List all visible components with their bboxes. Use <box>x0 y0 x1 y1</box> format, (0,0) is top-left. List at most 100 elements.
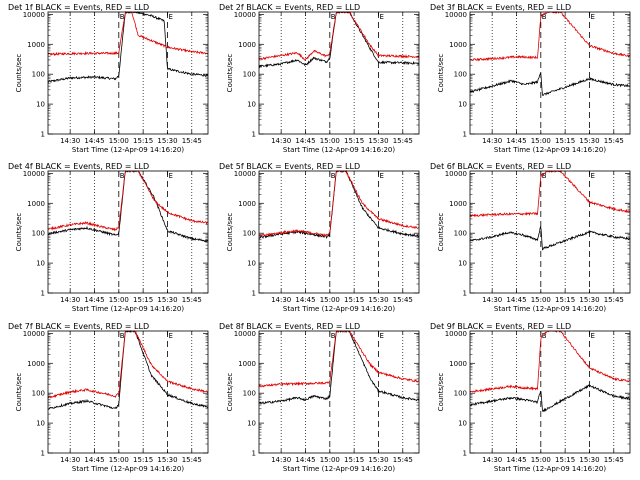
x-tick-label: 15:00 <box>320 296 340 304</box>
x-tick-label: 14:30 <box>271 456 291 464</box>
x-axis-label: Start Time (12-Apr-09 14:16:20) <box>494 146 606 154</box>
interval-marker-label: B <box>542 172 547 180</box>
x-tick-label: 15:45 <box>393 296 413 304</box>
y-tick-label: 1 <box>41 290 45 298</box>
x-tick-label: 14:30 <box>60 456 80 464</box>
x-tick-label: 15:15 <box>344 296 364 304</box>
x-tick-label: 14:30 <box>482 137 502 145</box>
x-tick-label: 14:30 <box>482 296 502 304</box>
x-tick-label: 15:15 <box>555 456 575 464</box>
y-tick-label: 100 <box>243 390 256 398</box>
interval-marker-label: B <box>120 13 125 21</box>
interval-marker-label: B <box>331 332 336 340</box>
events-series-line <box>258 11 419 69</box>
interval-marker-label: B <box>331 13 336 21</box>
lld-series-line <box>469 169 631 218</box>
plot-title: Det 1f BLACK = Events, RED = LLD <box>8 3 149 12</box>
x-tick-label: 14:45 <box>506 137 526 145</box>
interval-marker-label: E <box>168 172 172 180</box>
events-series-line <box>47 330 209 410</box>
events-series-line <box>469 72 631 96</box>
plot-frame <box>469 170 631 294</box>
x-tick-label: 15:00 <box>531 296 551 304</box>
events-series-line <box>47 11 209 84</box>
lld-series-line <box>469 11 631 62</box>
x-axis-label: Start Time (12-Apr-09 14:16:20) <box>72 465 184 473</box>
events-series-line <box>258 170 420 239</box>
y-tick-label: 1 <box>252 131 256 139</box>
interval-marker-label: B <box>542 13 547 21</box>
plot-title: Det 3f BLACK = Events, RED = LLD <box>430 3 571 12</box>
y-tick-label: 1000 <box>449 200 467 208</box>
plot-frame <box>469 330 631 454</box>
x-axis-label: Start Time (12-Apr-09 14:16:20) <box>72 305 184 313</box>
y-tick-label: 1000 <box>238 41 256 49</box>
x-tick-label: 14:45 <box>506 456 526 464</box>
plot-frame <box>47 170 209 294</box>
x-axis-label: Start Time (12-Apr-09 14:16:20) <box>283 146 395 154</box>
y-tick-label: 10 <box>247 101 256 109</box>
x-tick-label: 15:30 <box>579 296 599 304</box>
x-tick-label: 14:45 <box>84 137 104 145</box>
y-tick-label: 10 <box>458 101 467 109</box>
events-series-line <box>47 170 209 243</box>
x-tick-label: 15:15 <box>344 137 364 145</box>
x-tick-label: 15:45 <box>182 137 202 145</box>
x-tick-label: 15:30 <box>157 296 177 304</box>
plot-title: Det 6f BLACK = Events, RED = LLD <box>430 162 571 171</box>
y-axis-label: Counts/sec <box>15 373 23 412</box>
x-tick-label: 14:45 <box>295 296 315 304</box>
y-tick-label: 10000 <box>234 11 256 19</box>
events-series-line <box>469 226 631 251</box>
plot-title: Det 5f BLACK = Events, RED = LLD <box>219 162 360 171</box>
x-tick-label: 15:45 <box>604 137 624 145</box>
plot-title: Det 2f BLACK = Events, RED = LLD <box>219 3 360 12</box>
y-tick-label: 1 <box>463 290 467 298</box>
x-tick-label: 14:45 <box>506 296 526 304</box>
interval-marker-label: E <box>379 172 383 180</box>
y-tick-label: 10 <box>458 420 467 428</box>
interval-marker-label: B <box>120 172 125 180</box>
x-tick-label: 15:15 <box>133 456 153 464</box>
y-tick-label: 10000 <box>234 170 256 178</box>
y-tick-label: 100 <box>32 230 45 238</box>
x-tick-label: 15:45 <box>182 296 202 304</box>
x-tick-label: 14:30 <box>60 296 80 304</box>
x-tick-label: 15:30 <box>368 137 388 145</box>
x-tick-label: 14:45 <box>295 137 315 145</box>
plot-frame <box>469 11 631 135</box>
lld-series-line <box>259 11 420 61</box>
plot-title: Det 8f BLACK = Events, RED = LLD <box>219 322 360 331</box>
y-tick-label: 1 <box>463 131 467 139</box>
x-tick-label: 15:00 <box>109 456 129 464</box>
x-tick-label: 15:30 <box>368 296 388 304</box>
x-tick-label: 15:00 <box>109 137 129 145</box>
lld-series-line <box>47 10 209 57</box>
y-tick-label: 10 <box>36 101 45 109</box>
x-tick-label: 14:30 <box>271 137 291 145</box>
interval-marker-label: B <box>120 332 125 340</box>
y-tick-label: 10000 <box>234 330 256 338</box>
interval-marker-label: E <box>590 172 594 180</box>
y-tick-label: 100 <box>243 71 256 79</box>
lld-series-line <box>47 330 209 399</box>
y-axis-label: Counts/sec <box>437 54 445 93</box>
events-series-line <box>258 330 420 405</box>
x-tick-label: 14:45 <box>295 456 315 464</box>
y-tick-label: 1000 <box>238 360 256 368</box>
x-tick-label: 15:30 <box>368 456 388 464</box>
lld-series-line <box>469 330 631 393</box>
x-tick-label: 15:00 <box>320 456 340 464</box>
y-tick-label: 10000 <box>23 330 45 338</box>
x-tick-label: 15:45 <box>393 456 413 464</box>
y-tick-label: 1000 <box>449 360 467 368</box>
plot-frame <box>258 11 420 135</box>
